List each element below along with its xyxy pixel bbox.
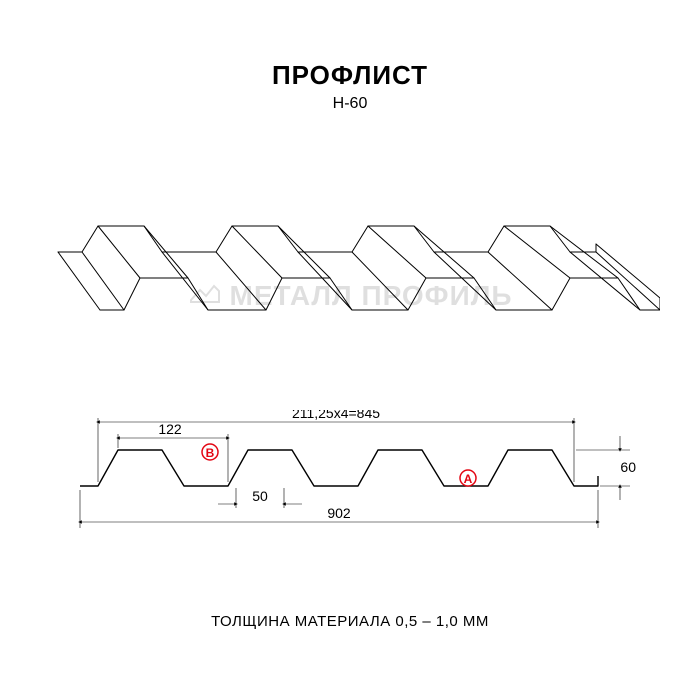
dim-valley-width: 50 [218,488,302,508]
dim-height: 60 [576,436,636,500]
dim-total-width: 902 [80,490,598,528]
dim-valley-width-label: 50 [252,488,268,504]
product-model: Н-60 [0,95,700,113]
perspective-view [40,160,660,360]
title-block: ПРОФЛИСТ Н-60 [0,60,700,113]
profile-outline [80,450,598,486]
marker-a: A [460,470,476,486]
dim-pitch-label: 211,25х4=845 [292,410,380,421]
profile-connectors [58,226,660,310]
material-thickness: ТОЛЩИНА МАТЕРИАЛА 0,5 – 1,0 ММ [0,613,700,630]
cross-section-view: 902 211,25х4=845 122 50 60 B A [60,410,640,550]
marker-a-letter: A [464,472,473,486]
marker-b: B [202,444,218,460]
marker-b-letter: B [206,446,215,460]
dim-height-label: 60 [620,459,636,475]
profile-back-edge [58,226,596,252]
dim-total-width-label: 902 [327,505,351,521]
profile-front-edge [100,278,660,310]
product-title: ПРОФЛИСТ [0,60,700,91]
dim-top-width-label: 122 [158,421,182,437]
